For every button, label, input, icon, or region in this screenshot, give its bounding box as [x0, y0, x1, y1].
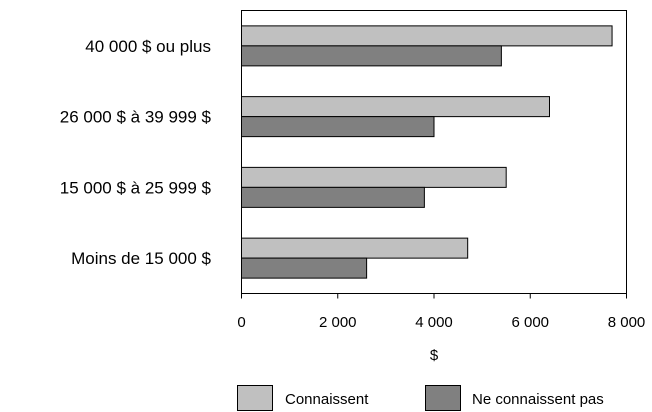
x-tick-label: 4 000	[415, 314, 453, 331]
legend: Connaissent Ne connaissent pas	[237, 385, 604, 411]
bar-connaissent-3	[241, 237, 469, 259]
category-labels: 40 000 $ ou plus 26 000 $ à 39 999 $ 15 00…	[60, 37, 212, 268]
x-axis-title: $	[430, 347, 439, 364]
bars-group	[241, 25, 613, 279]
x-tick-label: 0	[237, 314, 245, 331]
bar-connaissent-2	[241, 166, 507, 188]
legend-swatch-connaissent	[237, 385, 273, 411]
bar-ne-connaissent-pas-1	[241, 116, 435, 138]
x-tick-label: 2 000	[319, 314, 357, 331]
x-tick-label: 6 000	[511, 314, 549, 331]
x-tick-label: 8 000	[608, 314, 646, 331]
category-label: 26 000 $ à 39 999 $	[60, 108, 212, 127]
bar-ne-connaissent-pas-2	[241, 186, 425, 208]
legend-swatch-ne-connaissent-pas	[425, 385, 461, 411]
bar-ne-connaissent-pas-0	[241, 45, 502, 67]
legend-label-ne-connaissent-pas: Ne connaissent pas	[472, 391, 604, 408]
category-label: Moins de 15 000 $	[71, 249, 211, 268]
category-label: 15 000 $ à 25 999 $	[60, 178, 212, 197]
bar-ne-connaissent-pas-3	[241, 257, 368, 279]
bar-connaissent-0	[241, 25, 613, 47]
legend-label-connaissent: Connaissent	[285, 391, 369, 408]
bar-connaissent-1	[241, 96, 550, 118]
x-axis-ticks: 0 2 000 4 000 6 000 8 000	[237, 293, 646, 331]
category-label: 40 000 $ ou plus	[85, 37, 211, 56]
